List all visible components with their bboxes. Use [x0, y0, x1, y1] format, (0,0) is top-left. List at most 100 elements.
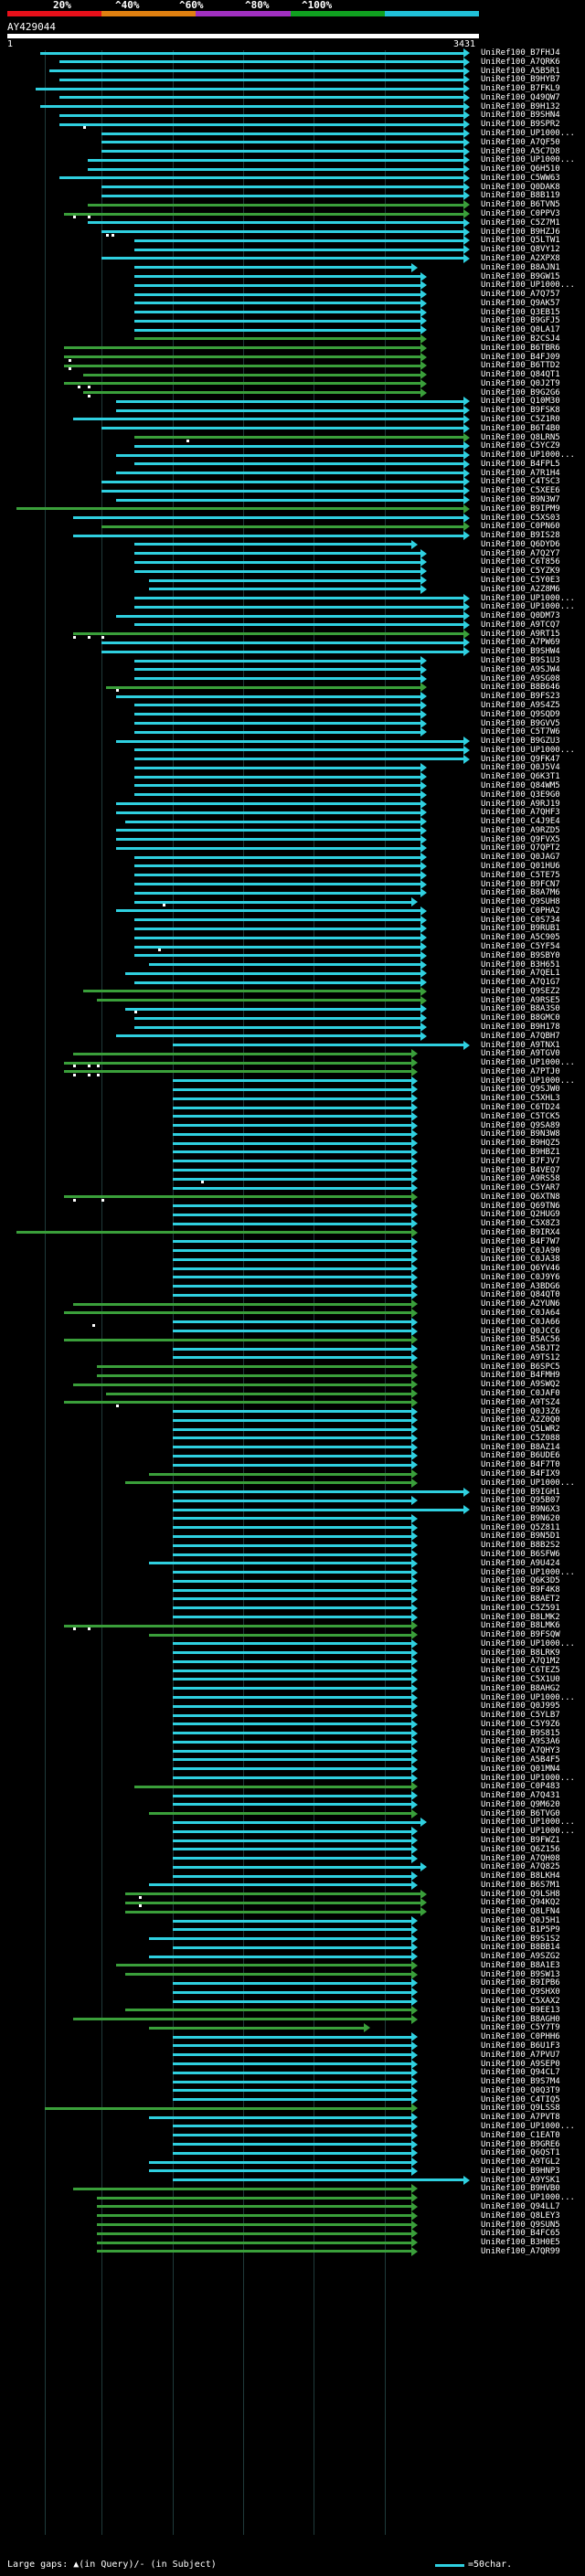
hit-label[interactable]: UniRef100_B8A3S0 — [481, 1004, 560, 1014]
hit-label[interactable]: UniRef100_Q0J995 — [481, 1701, 560, 1712]
hit-bar[interactable] — [82, 990, 422, 993]
hit-bar[interactable] — [172, 2134, 412, 2137]
hit-bar[interactable] — [148, 1472, 412, 1476]
hit-bar[interactable] — [63, 1070, 412, 1074]
hit-bar[interactable] — [172, 2035, 412, 2039]
hit-label[interactable]: UniRef100_C5Z7M1 — [481, 217, 560, 228]
hit-bar[interactable] — [115, 739, 464, 743]
hit-bar[interactable] — [172, 1463, 412, 1467]
hit-label[interactable]: UniRef100_A9TGV0 — [481, 1049, 560, 1059]
hit-label[interactable]: UniRef100_Q0J5H1 — [481, 1916, 560, 1926]
hit-label[interactable]: UniRef100_Q6DYD6 — [481, 539, 560, 549]
hit-label[interactable]: UniRef100_B9FCN7 — [481, 879, 560, 889]
hit-bar[interactable] — [148, 2169, 412, 2173]
hit-label[interactable]: UniRef100_B4F7W7 — [481, 1236, 560, 1246]
hit-bar[interactable] — [73, 516, 464, 520]
hit-label[interactable]: UniRef100_Q7QPT2 — [481, 843, 560, 853]
hit-bar[interactable] — [101, 150, 464, 154]
hit-bar[interactable] — [172, 1865, 422, 1869]
hit-bar[interactable] — [134, 1785, 412, 1788]
hit-label[interactable]: UniRef100_UP1000... — [481, 2193, 575, 2203]
hit-label[interactable]: UniRef100_C0PN60 — [481, 522, 560, 532]
hit-bar[interactable] — [172, 2044, 412, 2048]
hit-label[interactable]: UniRef100_B9IS28 — [481, 531, 560, 541]
hit-label[interactable]: UniRef100_B9GZU3 — [481, 737, 560, 747]
hit-bar[interactable] — [63, 212, 464, 216]
hit-label[interactable]: UniRef100_A7Q825 — [481, 1862, 560, 1872]
hit-label[interactable]: UniRef100_B8AET2 — [481, 1594, 560, 1604]
hit-bar[interactable] — [172, 1713, 412, 1717]
hit-label[interactable]: UniRef100_A9SG08 — [481, 673, 560, 684]
hit-bar[interactable] — [63, 1401, 412, 1405]
hit-label[interactable]: UniRef100_UP1000... — [481, 1818, 575, 1828]
hit-bar[interactable] — [101, 641, 464, 644]
hit-bar[interactable] — [63, 1624, 412, 1627]
hit-bar[interactable] — [58, 113, 464, 117]
hit-bar[interactable] — [148, 2115, 412, 2119]
hit-label[interactable]: UniRef100_Q6K3T1 — [481, 772, 560, 782]
hit-bar[interactable] — [172, 1106, 412, 1109]
hit-bar[interactable] — [172, 1177, 412, 1181]
hit-bar[interactable] — [172, 1499, 412, 1502]
hit-label[interactable]: UniRef100_A9TGL2 — [481, 2157, 560, 2168]
hit-bar[interactable] — [172, 1678, 412, 1681]
hit-bar[interactable] — [172, 1857, 412, 1860]
hit-bar[interactable] — [101, 257, 464, 260]
hit-bar[interactable] — [148, 578, 422, 582]
hit-label[interactable]: UniRef100_B8B119 — [481, 191, 560, 201]
hit-label[interactable]: UniRef100_Q84WM5 — [481, 780, 560, 790]
hit-bar[interactable] — [134, 677, 422, 681]
hit-bar[interactable] — [134, 239, 464, 242]
hit-label[interactable]: UniRef100_Q0JCC6 — [481, 1326, 560, 1336]
hit-label[interactable]: UniRef100_B9F4K8 — [481, 1585, 560, 1595]
hit-label[interactable]: UniRef100_A5C905 — [481, 933, 560, 943]
hit-label[interactable]: UniRef100_B4FJ09 — [481, 352, 560, 362]
hit-bar[interactable] — [63, 1195, 412, 1199]
hit-label[interactable]: UniRef100_Q9SUN5 — [481, 2220, 560, 2230]
hit-bar[interactable] — [125, 1901, 422, 1904]
hit-label[interactable]: UniRef100_A9TCQ7 — [481, 620, 560, 630]
hit-bar[interactable] — [172, 1454, 412, 1458]
hit-label[interactable]: UniRef100_Q5LWR2 — [481, 1425, 560, 1435]
hit-bar[interactable] — [73, 534, 464, 537]
hit-label[interactable]: UniRef100_Q84QT1 — [481, 370, 560, 380]
hit-label[interactable]: UniRef100_B6TVG0 — [481, 1808, 560, 1818]
hit-label[interactable]: UniRef100_Q9SA89 — [481, 1120, 560, 1130]
hit-bar[interactable] — [172, 1132, 412, 1136]
hit-label[interactable]: UniRef100_B6SFW6 — [481, 1550, 560, 1560]
hit-label[interactable]: UniRef100_B3H651 — [481, 959, 560, 970]
hit-label[interactable]: UniRef100_A9YSK1 — [481, 2175, 560, 2185]
hit-label[interactable]: UniRef100_A5C7D8 — [481, 146, 560, 156]
hit-label[interactable]: UniRef100_A9TS12 — [481, 1352, 560, 1362]
hit-label[interactable]: UniRef100_B8AGH0 — [481, 2014, 560, 2024]
hit-label[interactable]: UniRef100_A7Q431 — [481, 1791, 560, 1801]
hit-bar[interactable] — [134, 775, 422, 779]
hit-label[interactable]: UniRef100_B8LMK6 — [481, 1621, 560, 1631]
hit-bar[interactable] — [172, 1588, 412, 1592]
hit-label[interactable]: UniRef100_Q5LTW1 — [481, 236, 560, 246]
hit-label[interactable]: UniRef100_B4FPL5 — [481, 459, 560, 469]
hit-label[interactable]: UniRef100_Q9LSS8 — [481, 2104, 560, 2114]
hit-label[interactable]: UniRef100_A9S4Z5 — [481, 700, 560, 710]
hit-label[interactable]: UniRef100_B6UDE6 — [481, 1451, 560, 1461]
hit-label[interactable]: UniRef100_B9IGH1 — [481, 1487, 560, 1497]
hit-label[interactable]: UniRef100_UP1000... — [481, 1478, 575, 1488]
hit-bar[interactable] — [172, 1606, 412, 1610]
hit-bar[interactable] — [73, 1383, 412, 1386]
hit-bar[interactable] — [115, 838, 422, 842]
hit-bar[interactable] — [63, 1311, 412, 1315]
hit-bar[interactable] — [172, 1267, 412, 1270]
hit-bar[interactable] — [106, 1392, 412, 1395]
hit-label[interactable]: UniRef100_B6U1F3 — [481, 2041, 560, 2051]
hit-bar[interactable] — [172, 1740, 412, 1744]
hit-bar[interactable] — [172, 1044, 464, 1047]
hit-bar[interactable] — [172, 2125, 412, 2128]
hit-bar[interactable] — [134, 283, 422, 287]
hit-bar[interactable] — [97, 2241, 412, 2244]
hit-label[interactable]: UniRef100_A7PW69 — [481, 638, 560, 648]
hit-label[interactable]: UniRef100_UP1000... — [481, 451, 575, 461]
hit-bar[interactable] — [134, 918, 422, 922]
hit-bar[interactable] — [172, 1803, 412, 1807]
hit-label[interactable]: UniRef100_B9S815 — [481, 1728, 560, 1738]
hit-bar[interactable] — [148, 1883, 412, 1887]
